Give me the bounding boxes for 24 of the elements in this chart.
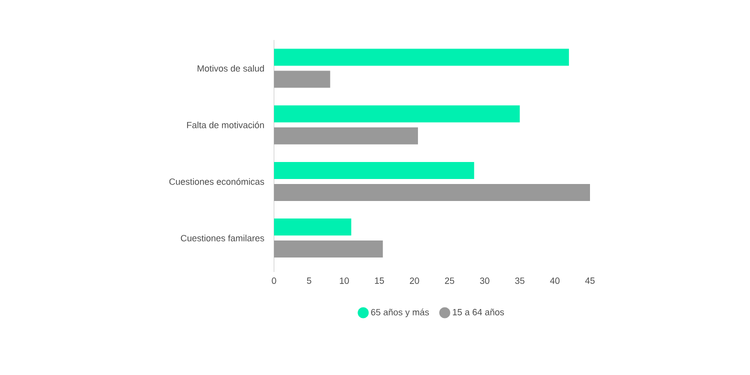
- x-tick-label: 15: [375, 278, 384, 284]
- x-tick-label: 40: [550, 278, 560, 284]
- y-tick-label: Falta de motivación: [187, 122, 264, 128]
- x-tick-label: 30: [480, 278, 490, 284]
- x-tick-label: 10: [340, 278, 349, 284]
- x-tick-label: 0: [272, 278, 276, 284]
- legend-label: 65 años y más: [371, 308, 429, 318]
- bar: [274, 105, 520, 122]
- legend-label: 15 a 64 años: [452, 308, 504, 316]
- bar: [274, 127, 418, 144]
- bar: [274, 70, 330, 88]
- x-tick-label: 35: [515, 278, 524, 284]
- y-tick-label: Cuestiones económicas: [169, 178, 264, 185]
- x-tick-label: 5: [306, 278, 312, 284]
- bar: [274, 162, 474, 179]
- x-tick-label: 25: [445, 278, 454, 284]
- x-tick-label: 45: [585, 278, 595, 284]
- bar: [274, 240, 383, 258]
- bar: [274, 48, 569, 66]
- y-tick-label: Motivos de salud: [198, 64, 264, 72]
- x-tick-label: 20: [410, 278, 420, 284]
- y-tick-label: Cuestiones familares: [180, 234, 264, 242]
- bar: [274, 218, 352, 236]
- bar: [274, 184, 590, 201]
